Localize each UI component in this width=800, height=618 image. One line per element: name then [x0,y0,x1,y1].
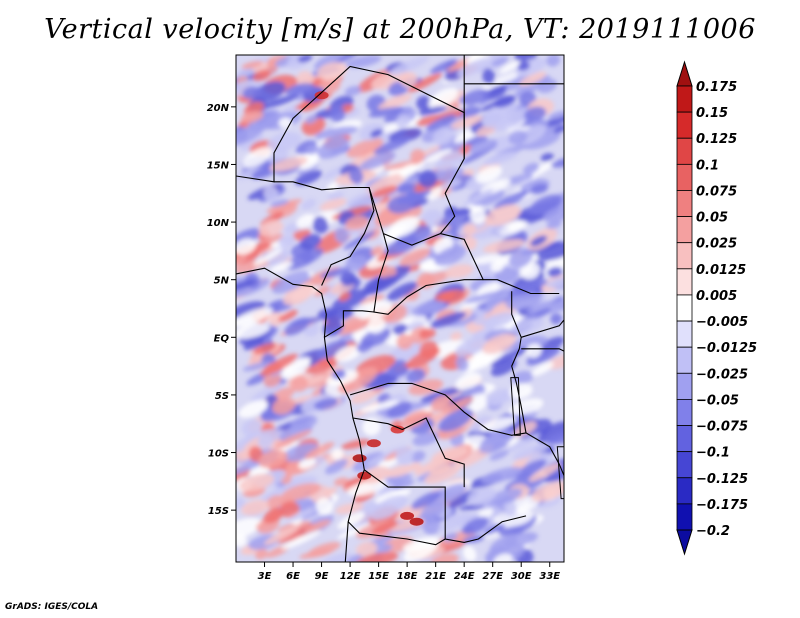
y-axis: 20N 15N 10N 5N EQ 5S 10S 15S [207,103,236,517]
x-tick-label: 9E [315,571,329,582]
colorbar-bin [676,190,693,217]
y-tick-label: EQ [214,333,230,344]
x-axis: 3E 6E 9E 12E 15E 18E 21E 24E 27E 30E 33E [258,562,560,582]
colorbar-bin [676,111,693,139]
colorbar-label: −0.175 [696,498,748,513]
x-tick-label: 21E [425,571,446,582]
x-tick-label: 12E [340,571,361,582]
country-borders [236,55,564,562]
y-tick-label: 5N [214,276,230,287]
colorbar-label: −0.125 [696,472,748,487]
colorbar-label: −0.075 [696,420,748,435]
x-tick-label: 18E [397,571,418,582]
y-tick-label: 15N [207,160,230,171]
colorbar: 0.175 0.15 0.125 0.1 0.075 0.05 0.025 0.0125 0.0… [676,60,757,556]
colorbar-label: 0.125 [696,132,737,147]
colorbar-label: −0.1 [696,446,730,461]
y-tick-label: 10S [208,449,229,460]
colorbar-bin [676,503,693,531]
colorbar-label: 0.175 [696,80,737,95]
colorbar-label: 0.005 [696,289,737,304]
y-tick-label: 15S [208,506,229,517]
colorbar-label: −0.05 [696,393,739,408]
colorbar-label: 0.05 [696,211,728,226]
colorbar-bin [676,163,693,191]
colorbar-label: −0.025 [696,367,748,382]
velocity-field [236,55,564,562]
colorbar-label: −0.005 [696,315,748,330]
colorbar-label: 0.075 [696,184,737,199]
colorbar-bin [676,137,693,165]
x-tick-label: 33E [539,571,560,582]
chart-title: Vertical velocity [m/s] at 200hPa, VT: 2… [44,14,756,45]
x-tick-label: 24E [454,571,475,582]
colorbar-label: 0.1 [696,158,719,173]
colorbar-bin [676,451,693,479]
grads-credit: GrADS: IGES/COLA [5,602,99,612]
colorbar-bin [676,399,693,426]
y-tick-label: 20N [207,103,230,114]
colorbar-label: −0.2 [696,524,730,539]
colorbar-bin [676,242,693,270]
colorbar-bin [676,268,693,296]
colorbar-label: 0.15 [696,106,728,121]
colorbar-bin [676,320,693,348]
colorbar-bin [676,425,693,453]
colorbar-label: 0.025 [696,237,737,252]
x-tick-label: 15E [368,571,389,582]
colorbar-bin [676,346,693,374]
x-tick-label: 27E [482,571,503,582]
colorbar-label: 0.0125 [696,263,746,278]
colorbar-bin [676,216,693,244]
x-tick-label: 6E [286,571,300,582]
colorbar-bin [676,372,693,400]
y-tick-label: 5S [215,391,229,402]
colorbar-top-triangle [676,60,693,87]
x-tick-label: 3E [258,571,272,582]
x-tick-label: 30E [511,571,532,582]
map-frame [235,54,565,563]
colorbar-bottom-triangle [676,529,693,556]
colorbar-bin [676,477,693,505]
y-tick-label: 10N [207,218,230,229]
colorbar-bin [676,294,693,322]
colorbar-label: −0.0125 [696,341,757,356]
colorbar-bin [676,85,693,113]
